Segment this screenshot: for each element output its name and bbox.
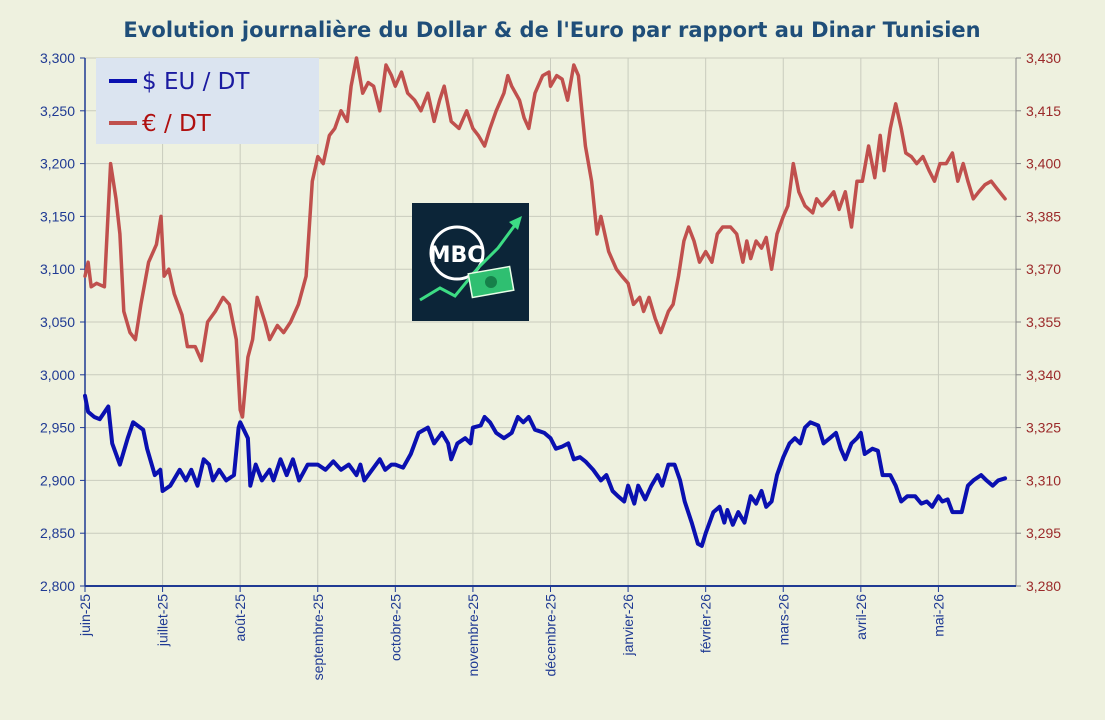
series-line-usd <box>83 393 1008 548</box>
legend: $ EU / DT € / DT <box>96 58 319 144</box>
y-right-tick-label: 3,385 <box>1026 208 1061 224</box>
y-right-tick-label: 3,400 <box>1026 156 1061 172</box>
x-tick-label: novembre-25 <box>465 594 481 677</box>
x-tick-label: août-25 <box>232 594 248 642</box>
y-left-tick-label: 3,250 <box>40 103 75 119</box>
x-tick-label: juillet-25 <box>155 594 171 647</box>
y-left-tick-label: 3,300 <box>40 50 75 66</box>
x-tick-label: septembre-25 <box>310 594 326 681</box>
y-left-tick-label: 3,050 <box>40 314 75 330</box>
y-right-tick-label: 3,325 <box>1026 420 1061 436</box>
y-left-tick-label: 3,150 <box>40 208 75 224</box>
x-tick-label: décembre-25 <box>543 594 559 677</box>
y-left-tick-label: 3,200 <box>40 156 75 172</box>
x-tick-label: juin-25 <box>77 594 93 637</box>
mbc-logo: MBC <box>412 203 529 321</box>
y-left-tick-label: 2,950 <box>40 420 75 436</box>
y-left-tick-labels: 2,800 2,850 2,900 2,950 3,000 3,050 3,100 3,150… <box>40 50 85 594</box>
legend-label-usd: $ EU / DT <box>142 69 250 95</box>
y-left-tick-label: 3,000 <box>40 367 75 383</box>
y-left-tick-label: 2,900 <box>40 472 75 488</box>
x-tick-labels: juin-25 juillet-25 août-25 septembre-25 octo… <box>77 586 946 680</box>
y-right-tick-labels: 3,280 3,295 3,310 3,325 3,340 3,355 3,370 3,385… <box>1016 50 1061 594</box>
y-left-tick-label: 3,100 <box>40 261 75 277</box>
legend-box <box>96 58 319 144</box>
chart-title: Evolution journalière du Dollar & de l'E… <box>123 18 980 42</box>
logo-ring <box>429 225 485 281</box>
logo-arrow-icon <box>509 216 522 230</box>
y-right-tick-label: 3,355 <box>1026 314 1061 330</box>
y-right-tick-label: 3,310 <box>1026 472 1061 488</box>
y-right-tick-label: 3,415 <box>1026 103 1061 119</box>
logo-trend-icon <box>419 224 517 302</box>
y-left-tick-label: 2,850 <box>40 525 75 541</box>
series-layer <box>83 56 1008 548</box>
y-left-tick-label: 2,800 <box>40 578 75 594</box>
legend-label-eur: € / DT <box>142 111 212 137</box>
y-right-tick-label: 3,370 <box>1026 261 1061 277</box>
x-tick-label: janvier-26 <box>620 594 636 657</box>
logo-text: MBC <box>429 243 484 268</box>
x-tick-label: avril-26 <box>853 594 869 640</box>
y-right-tick-label: 3,280 <box>1026 578 1061 594</box>
x-tick-label: février-26 <box>698 594 714 653</box>
x-tick-label: mars-26 <box>775 594 791 646</box>
y-right-tick-label: 3,340 <box>1026 367 1061 383</box>
x-tick-label: mai-26 <box>930 594 946 637</box>
y-right-tick-label: 3,430 <box>1026 50 1061 66</box>
logo-banknote-dot-icon <box>485 276 497 288</box>
y-right-tick-label: 3,295 <box>1026 525 1061 541</box>
series-line-eur <box>83 56 1007 419</box>
x-tick-label: octobre-25 <box>387 594 403 661</box>
